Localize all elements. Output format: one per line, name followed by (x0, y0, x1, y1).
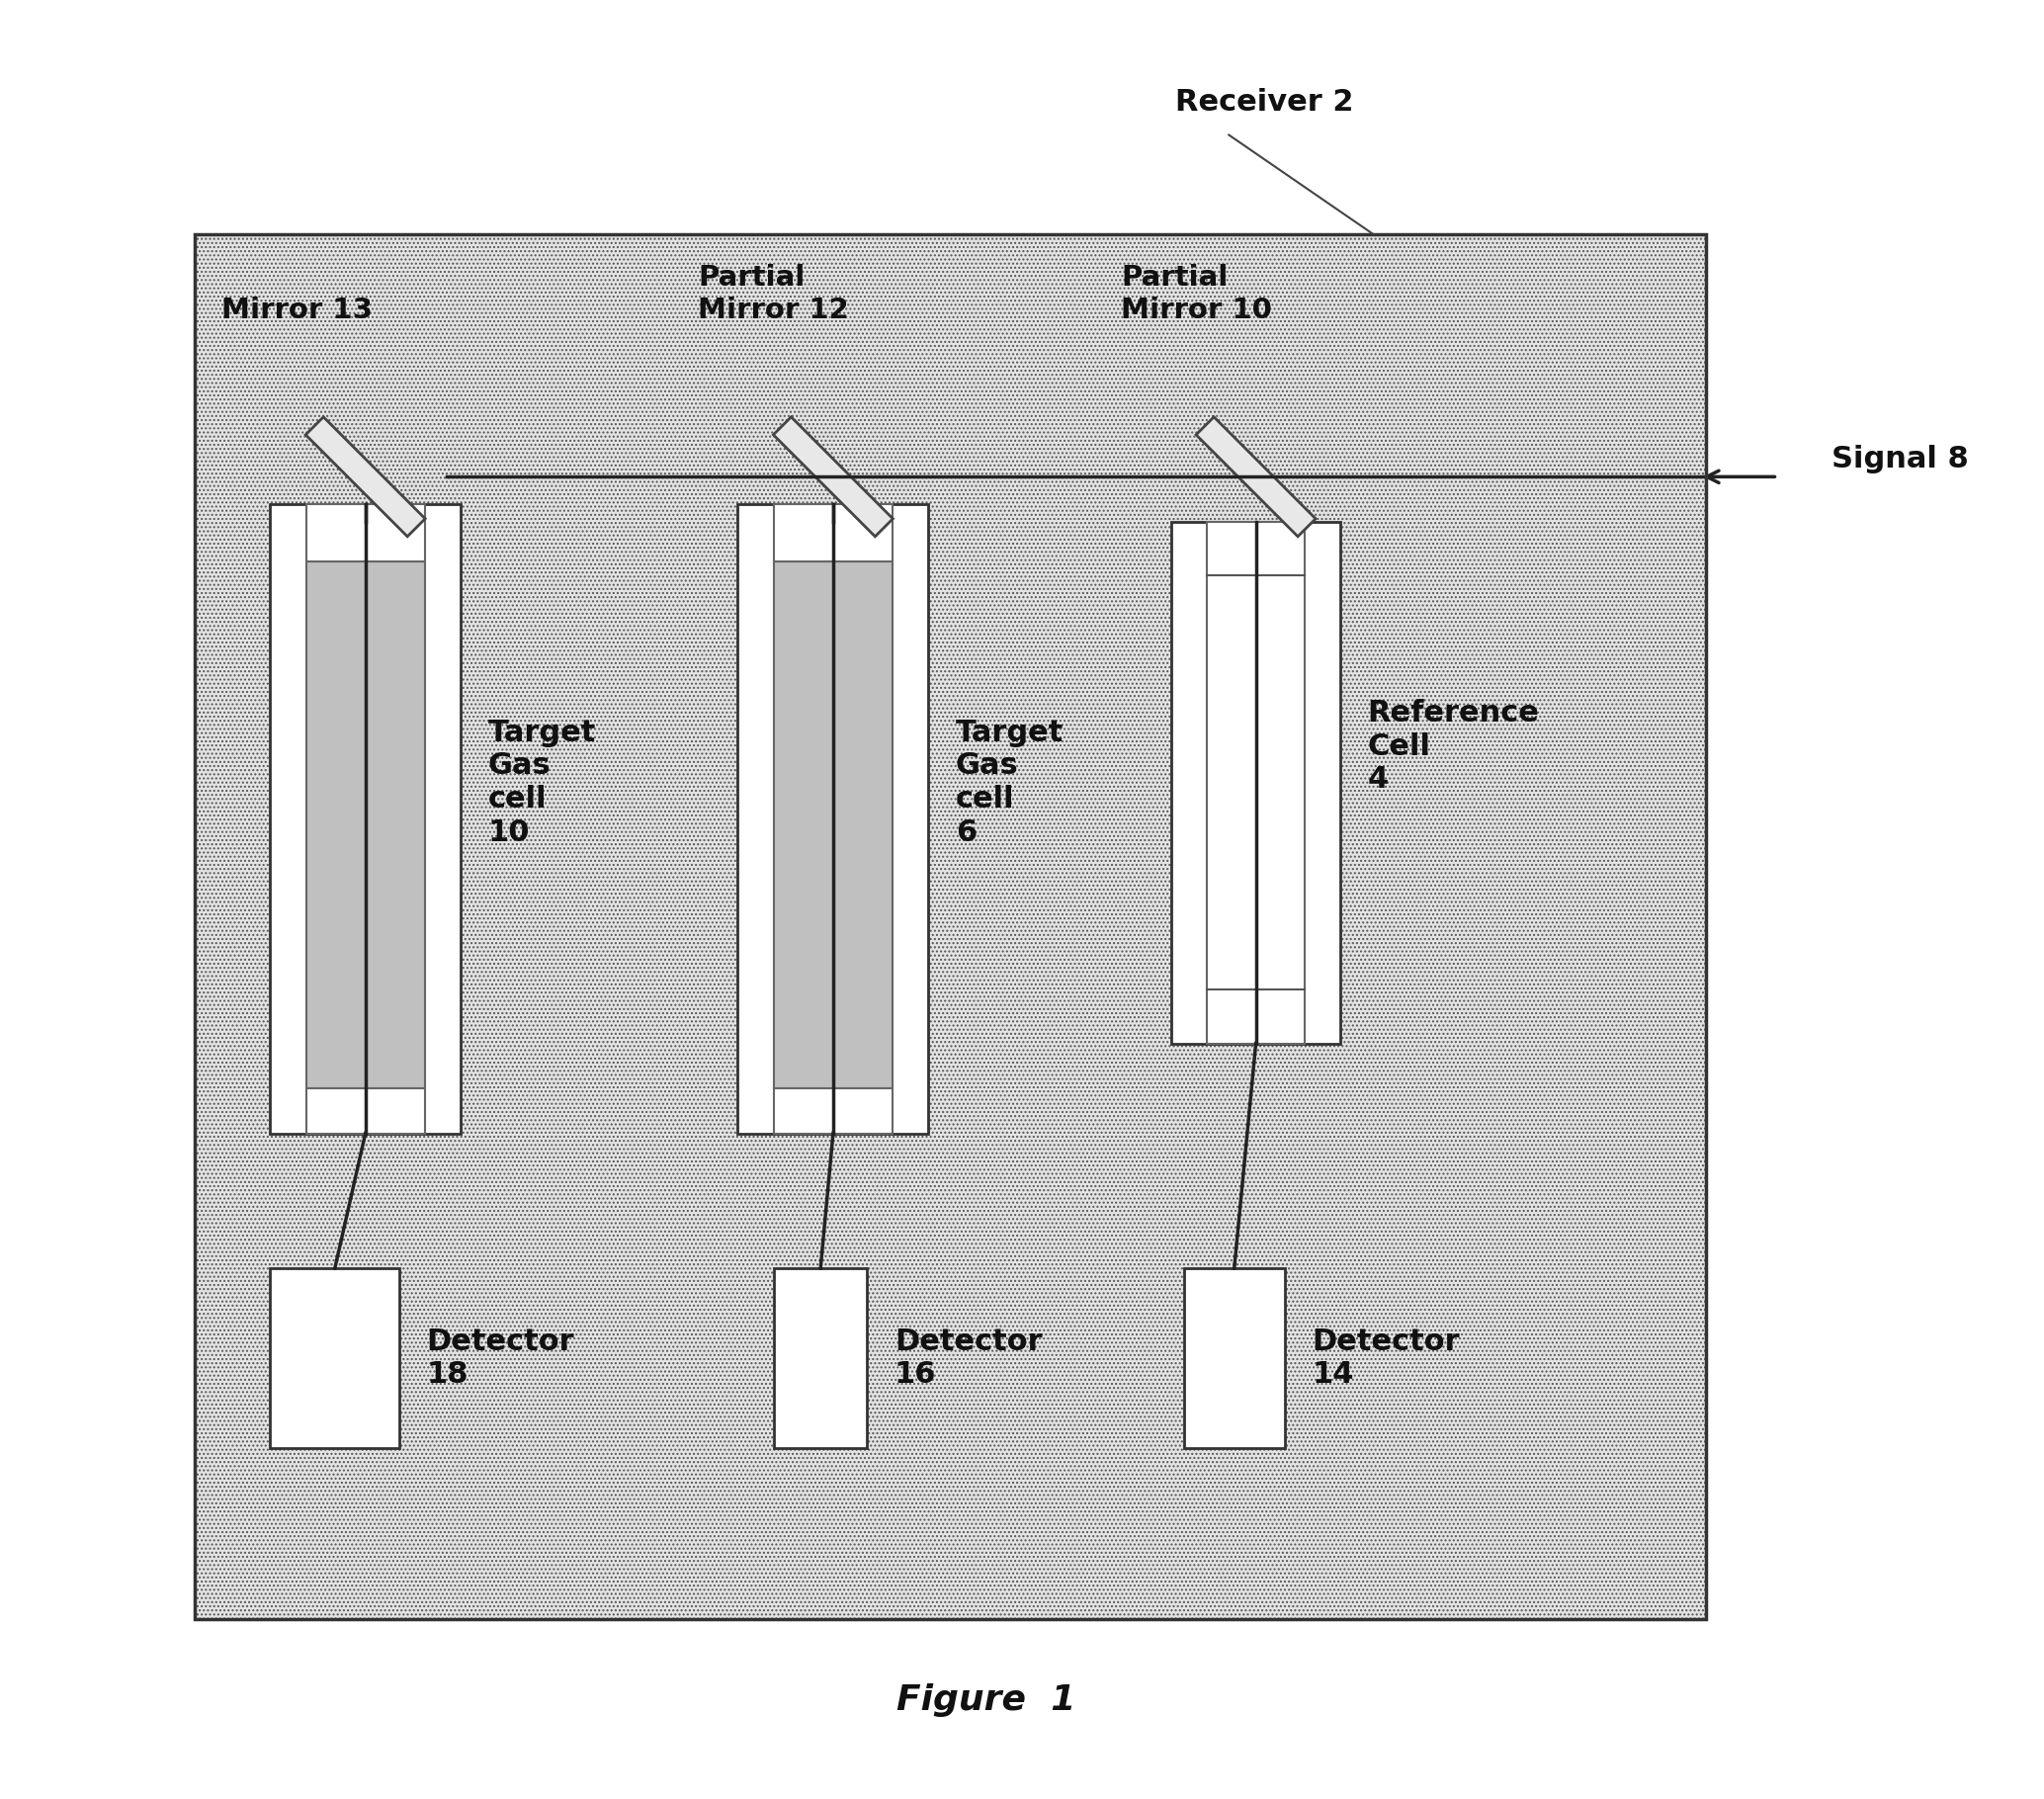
Bar (270, 504, 460, 1133)
Bar (775, 561, 893, 1088)
Text: Detector
14: Detector 14 (1312, 1328, 1459, 1389)
Text: Target
Gas
cell
10: Target Gas cell 10 (489, 718, 597, 847)
Bar (775, 504, 893, 561)
Bar (194, 234, 1705, 1619)
Text: Target
Gas
cell
6: Target Gas cell 6 (955, 718, 1063, 847)
Bar (307, 1088, 425, 1133)
Text: Partial
Mirror 10: Partial Mirror 10 (1120, 264, 1271, 324)
Text: Mirror 13: Mirror 13 (221, 297, 372, 324)
Text: Signal 8: Signal 8 (1831, 444, 1968, 473)
Bar (1208, 522, 1304, 1043)
Bar (775, 1088, 893, 1133)
Text: Detector
18: Detector 18 (427, 1328, 574, 1389)
Bar (194, 234, 1705, 1619)
Text: Detector
16: Detector 16 (895, 1328, 1042, 1389)
Bar (738, 504, 928, 1133)
Bar (270, 1268, 399, 1448)
Bar (307, 504, 425, 561)
Text: Reference
Cell
4: Reference Cell 4 (1367, 700, 1539, 793)
Text: Receiver 2: Receiver 2 (1175, 88, 1353, 117)
Bar (775, 1268, 867, 1448)
Bar (307, 561, 425, 1088)
Polygon shape (307, 417, 425, 536)
Polygon shape (773, 417, 893, 536)
Bar (1183, 1268, 1284, 1448)
Bar (194, 234, 1705, 1619)
Text: Partial
Mirror 12: Partial Mirror 12 (699, 264, 848, 324)
Text: Figure  1: Figure 1 (897, 1684, 1075, 1716)
Bar (194, 234, 1705, 1619)
Bar (1171, 522, 1341, 1043)
Polygon shape (1196, 417, 1316, 536)
